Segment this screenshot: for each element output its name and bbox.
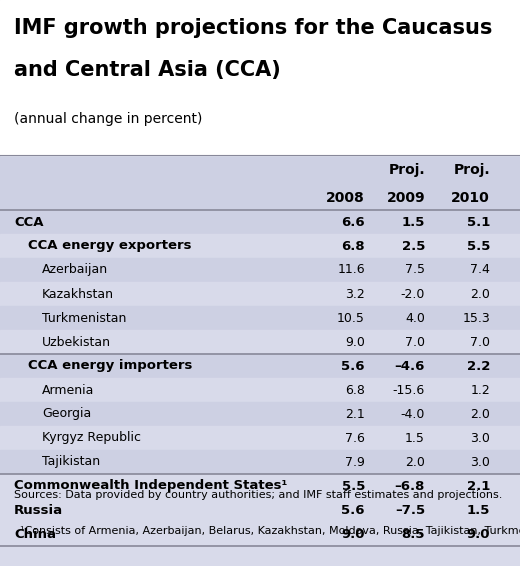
Text: ¹Consists of Armenia, Azerbaijan, Belarus, Kazakhstan, Moldova, Russia, Tajikist: ¹Consists of Armenia, Azerbaijan, Belaru… — [20, 526, 520, 536]
Text: 5.5: 5.5 — [466, 239, 490, 252]
Text: 5.6: 5.6 — [342, 504, 365, 517]
Text: 5.1: 5.1 — [466, 216, 490, 229]
Text: 9.0: 9.0 — [466, 528, 490, 541]
Text: 6.6: 6.6 — [341, 216, 365, 229]
Text: 2.0: 2.0 — [470, 408, 490, 421]
Text: 7.6: 7.6 — [345, 431, 365, 444]
Text: –7.5: –7.5 — [395, 504, 425, 517]
Text: 2009: 2009 — [386, 191, 425, 205]
Text: 2.0: 2.0 — [405, 456, 425, 469]
Text: 2010: 2010 — [451, 191, 490, 205]
Text: 2.1: 2.1 — [345, 408, 365, 421]
Text: Commonwealth Independent States¹: Commonwealth Independent States¹ — [14, 479, 288, 492]
Text: CCA: CCA — [14, 216, 44, 229]
Text: –4.6: –4.6 — [395, 359, 425, 372]
Text: 6.8: 6.8 — [345, 384, 365, 397]
Text: Kazakhstan: Kazakhstan — [42, 288, 114, 301]
Text: 1.5: 1.5 — [401, 216, 425, 229]
Text: 3.2: 3.2 — [345, 288, 365, 301]
Text: Turkmenistan: Turkmenistan — [42, 311, 126, 324]
Text: 4.0: 4.0 — [405, 311, 425, 324]
Text: 7.0: 7.0 — [470, 336, 490, 349]
Text: 2.0: 2.0 — [470, 288, 490, 301]
Text: IMF growth projections for the Caucasus: IMF growth projections for the Caucasus — [14, 18, 492, 38]
Text: Proj.: Proj. — [453, 163, 490, 177]
Text: 2008: 2008 — [326, 191, 365, 205]
Text: 7.4: 7.4 — [470, 264, 490, 277]
Text: 3.0: 3.0 — [470, 431, 490, 444]
Text: 10.5: 10.5 — [337, 311, 365, 324]
Text: Uzbekistan: Uzbekistan — [42, 336, 111, 349]
Text: –6.8: –6.8 — [395, 479, 425, 492]
Text: Tajikistan: Tajikistan — [42, 456, 100, 469]
Text: Georgia: Georgia — [42, 408, 91, 421]
Text: 2.2: 2.2 — [466, 359, 490, 372]
Text: 7.0: 7.0 — [405, 336, 425, 349]
Text: 1.5: 1.5 — [466, 504, 490, 517]
Text: 7.9: 7.9 — [345, 456, 365, 469]
Text: -15.6: -15.6 — [393, 384, 425, 397]
Text: 2.5: 2.5 — [401, 239, 425, 252]
Text: 9.0: 9.0 — [345, 336, 365, 349]
Text: 1.5: 1.5 — [405, 431, 425, 444]
Text: CCA energy importers: CCA energy importers — [28, 359, 192, 372]
Text: 1.2: 1.2 — [470, 384, 490, 397]
Text: Sources: Data provided by country authorities; and IMF staff estimates and proje: Sources: Data provided by country author… — [14, 490, 502, 500]
Text: Armenia: Armenia — [42, 384, 94, 397]
Text: 11.6: 11.6 — [337, 264, 365, 277]
Text: Russia: Russia — [14, 504, 63, 517]
Text: 7.5: 7.5 — [405, 264, 425, 277]
Text: 3.0: 3.0 — [470, 456, 490, 469]
Text: China: China — [14, 528, 56, 541]
Text: 5.5: 5.5 — [342, 479, 365, 492]
Text: 8.5: 8.5 — [401, 528, 425, 541]
Text: 9.0: 9.0 — [342, 528, 365, 541]
Text: 2.1: 2.1 — [466, 479, 490, 492]
Text: Proj.: Proj. — [388, 163, 425, 177]
Text: -4.0: -4.0 — [400, 408, 425, 421]
Text: Kyrgyz Republic: Kyrgyz Republic — [42, 431, 141, 444]
Text: 5.6: 5.6 — [342, 359, 365, 372]
Text: CCA energy exporters: CCA energy exporters — [28, 239, 191, 252]
Text: 6.8: 6.8 — [341, 239, 365, 252]
Text: and Central Asia (CCA): and Central Asia (CCA) — [14, 60, 281, 80]
Text: (annual change in percent): (annual change in percent) — [14, 112, 202, 126]
Text: Azerbaijan: Azerbaijan — [42, 264, 108, 277]
Text: 15.3: 15.3 — [462, 311, 490, 324]
Text: -2.0: -2.0 — [400, 288, 425, 301]
